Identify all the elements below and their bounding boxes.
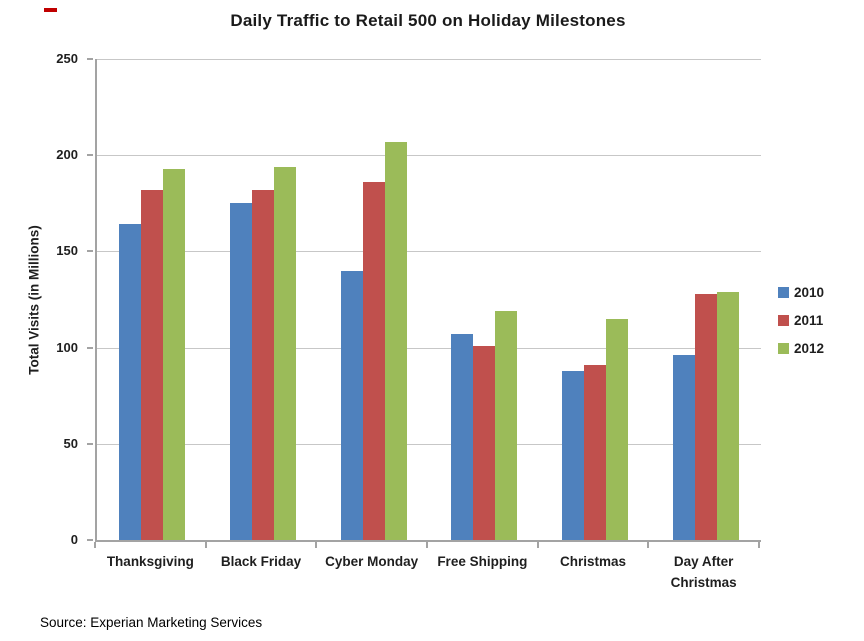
- x-tick-mark-2: [315, 542, 318, 548]
- x-category-label-free-shipping: Free Shipping: [437, 554, 528, 569]
- legend-color-swatch-2012: [778, 342, 789, 354]
- red-dash-mark: [44, 8, 57, 12]
- y-tick-mark-0: [87, 539, 93, 541]
- bar-day-after-christmas-2012: [716, 291, 739, 540]
- y-tick-mark-200: [87, 154, 93, 157]
- bar-day-after-christmas-2011: [694, 293, 717, 540]
- legend: 2010 2011 2012: [778, 285, 824, 369]
- plot-area: [95, 59, 761, 542]
- gridline-200: [97, 155, 761, 157]
- x-category-label-thanksgiving: Thanksgiving: [106, 554, 194, 569]
- x-tick-mark-1: [204, 542, 207, 548]
- bar-free-shipping-2011: [473, 345, 496, 540]
- bar-free-shipping-2010: [451, 334, 474, 540]
- legend-color-swatch-2010: [778, 286, 789, 298]
- y-tick-label-50: 50: [63, 435, 78, 451]
- x-tick-mark-4: [536, 542, 539, 548]
- y-tick-label-100: 100: [56, 339, 78, 355]
- bar-day-after-christmas-2010: [672, 355, 695, 540]
- x-category-label-black-friday: Black Friday: [220, 554, 302, 569]
- x-tick-mark-0: [94, 542, 96, 548]
- y-tick-mark-150: [87, 250, 93, 253]
- x-tick-mark-3: [426, 542, 428, 548]
- bar-thanksgiving-2010: [119, 224, 142, 540]
- gridline-50: [97, 443, 761, 445]
- legend-item-2012: 2012: [778, 340, 825, 356]
- bar-christmas-2012: [606, 318, 628, 540]
- legend-label-2012: 2012: [794, 340, 825, 356]
- chart-title: Daily Traffic to Retail 500 on Holiday M…: [230, 11, 626, 30]
- x-tick-mark-6: [758, 542, 760, 548]
- legend-item-2011: 2011: [778, 312, 824, 328]
- bar-cyber-monday-2010: [340, 270, 363, 540]
- x-tick-mark-5: [647, 542, 650, 548]
- bar-cyber-monday-2011: [362, 182, 385, 540]
- y-tick-label-250: 250: [56, 51, 78, 66]
- legend-label-2010: 2010: [794, 284, 825, 300]
- bar-black-friday-2012: [274, 166, 296, 540]
- source-text: Source: Experian Marketing Services: [40, 615, 263, 630]
- bar-christmas-2011: [584, 364, 606, 540]
- x-category-label-day-after-christmas: Day After Christmas: [670, 554, 737, 590]
- gridline-250: [97, 59, 761, 60]
- gridline-100: [97, 347, 761, 349]
- bar-thanksgiving-2012: [163, 168, 186, 540]
- legend-color-swatch-2011: [778, 314, 789, 326]
- bar-cyber-monday-2012: [384, 141, 407, 540]
- gridline-150: [97, 251, 761, 253]
- legend-label-2011: 2011: [794, 312, 824, 328]
- bar-black-friday-2010: [230, 203, 252, 540]
- x-category-label-christmas: Christmas: [559, 554, 626, 569]
- bar-black-friday-2011: [252, 189, 274, 540]
- y-tick-mark-50: [87, 442, 93, 445]
- y-tick-label-0: 0: [70, 532, 78, 547]
- y-tick-label-200: 200: [56, 147, 78, 163]
- y-tick-label-150: 150: [56, 243, 78, 259]
- y-tick-mark-250: [87, 58, 93, 60]
- y-tick-mark-100: [87, 346, 93, 349]
- bar-thanksgiving-2011: [141, 189, 164, 540]
- x-category-label-cyber-monday: Cyber Monday: [325, 554, 419, 569]
- bar-christmas-2010: [562, 370, 584, 540]
- bar-free-shipping-2012: [495, 311, 518, 540]
- legend-item-2010: 2010: [778, 284, 825, 300]
